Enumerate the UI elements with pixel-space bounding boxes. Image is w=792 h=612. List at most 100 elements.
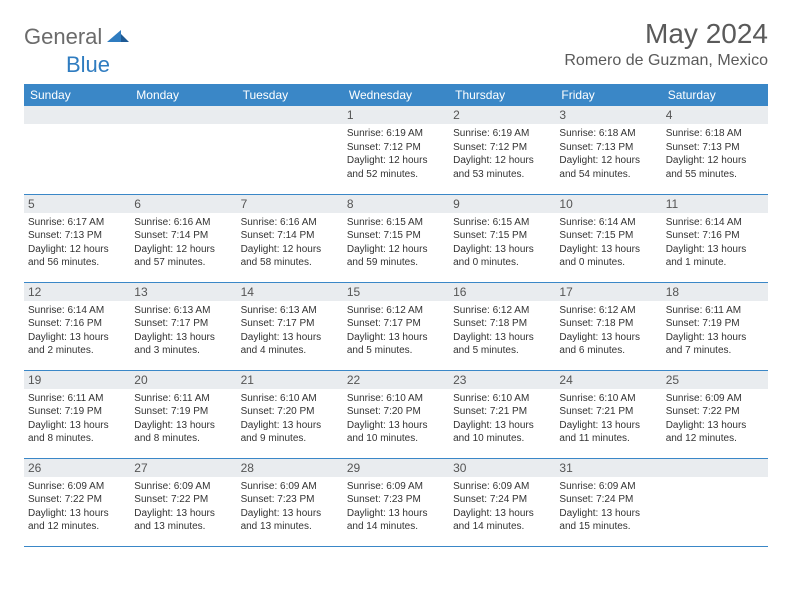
day-number: 3 bbox=[555, 106, 661, 124]
day-detail: Sunrise: 6:09 AMSunset: 7:23 PMDaylight:… bbox=[237, 477, 343, 536]
calendar-cell: 24Sunrise: 6:10 AMSunset: 7:21 PMDayligh… bbox=[555, 370, 661, 458]
day-number: 21 bbox=[237, 371, 343, 389]
calendar-cell: 22Sunrise: 6:10 AMSunset: 7:20 PMDayligh… bbox=[343, 370, 449, 458]
day-detail: Sunrise: 6:09 AMSunset: 7:22 PMDaylight:… bbox=[130, 477, 236, 536]
calendar-cell bbox=[24, 106, 130, 194]
calendar-cell: 20Sunrise: 6:11 AMSunset: 7:19 PMDayligh… bbox=[130, 370, 236, 458]
day-detail: Sunrise: 6:14 AMSunset: 7:15 PMDaylight:… bbox=[555, 213, 661, 272]
calendar-cell: 15Sunrise: 6:12 AMSunset: 7:17 PMDayligh… bbox=[343, 282, 449, 370]
day-detail: Sunrise: 6:09 AMSunset: 7:22 PMDaylight:… bbox=[662, 389, 768, 448]
day-number: 14 bbox=[237, 283, 343, 301]
calendar-week-row: 5Sunrise: 6:17 AMSunset: 7:13 PMDaylight… bbox=[24, 194, 768, 282]
calendar-cell: 8Sunrise: 6:15 AMSunset: 7:15 PMDaylight… bbox=[343, 194, 449, 282]
day-number: 29 bbox=[343, 459, 449, 477]
logo-text-1: General bbox=[24, 24, 102, 50]
weekday-header: Wednesday bbox=[343, 84, 449, 106]
calendar-cell: 25Sunrise: 6:09 AMSunset: 7:22 PMDayligh… bbox=[662, 370, 768, 458]
calendar-week-row: 1Sunrise: 6:19 AMSunset: 7:12 PMDaylight… bbox=[24, 106, 768, 194]
day-number: 27 bbox=[130, 459, 236, 477]
calendar-cell: 2Sunrise: 6:19 AMSunset: 7:12 PMDaylight… bbox=[449, 106, 555, 194]
calendar-cell: 21Sunrise: 6:10 AMSunset: 7:20 PMDayligh… bbox=[237, 370, 343, 458]
location-subtitle: Romero de Guzman, Mexico bbox=[564, 52, 768, 70]
month-title: May 2024 bbox=[564, 18, 768, 50]
day-number: 6 bbox=[130, 195, 236, 213]
day-number: 5 bbox=[24, 195, 130, 213]
day-detail: Sunrise: 6:19 AMSunset: 7:12 PMDaylight:… bbox=[449, 124, 555, 183]
calendar-cell: 13Sunrise: 6:13 AMSunset: 7:17 PMDayligh… bbox=[130, 282, 236, 370]
calendar-cell: 26Sunrise: 6:09 AMSunset: 7:22 PMDayligh… bbox=[24, 458, 130, 546]
weekday-header-row: SundayMondayTuesdayWednesdayThursdayFrid… bbox=[24, 84, 768, 106]
day-number: 13 bbox=[130, 283, 236, 301]
day-detail: Sunrise: 6:13 AMSunset: 7:17 PMDaylight:… bbox=[237, 301, 343, 360]
calendar-cell: 5Sunrise: 6:17 AMSunset: 7:13 PMDaylight… bbox=[24, 194, 130, 282]
day-detail: Sunrise: 6:09 AMSunset: 7:24 PMDaylight:… bbox=[449, 477, 555, 536]
day-number: 31 bbox=[555, 459, 661, 477]
calendar-cell: 12Sunrise: 6:14 AMSunset: 7:16 PMDayligh… bbox=[24, 282, 130, 370]
logo-text-2: Blue bbox=[66, 52, 110, 78]
day-number: 30 bbox=[449, 459, 555, 477]
calendar-cell bbox=[237, 106, 343, 194]
day-detail: Sunrise: 6:16 AMSunset: 7:14 PMDaylight:… bbox=[130, 213, 236, 272]
day-detail: Sunrise: 6:15 AMSunset: 7:15 PMDaylight:… bbox=[343, 213, 449, 272]
logo: General bbox=[24, 24, 131, 50]
weekday-header: Friday bbox=[555, 84, 661, 106]
calendar-cell: 27Sunrise: 6:09 AMSunset: 7:22 PMDayligh… bbox=[130, 458, 236, 546]
day-number: 7 bbox=[237, 195, 343, 213]
calendar-cell: 23Sunrise: 6:10 AMSunset: 7:21 PMDayligh… bbox=[449, 370, 555, 458]
day-detail: Sunrise: 6:16 AMSunset: 7:14 PMDaylight:… bbox=[237, 213, 343, 272]
calendar-cell: 10Sunrise: 6:14 AMSunset: 7:15 PMDayligh… bbox=[555, 194, 661, 282]
day-number: 10 bbox=[555, 195, 661, 213]
day-detail: Sunrise: 6:12 AMSunset: 7:18 PMDaylight:… bbox=[555, 301, 661, 360]
calendar-page: General May 2024 Romero de Guzman, Mexic… bbox=[0, 0, 792, 547]
day-number: 17 bbox=[555, 283, 661, 301]
title-block: May 2024 Romero de Guzman, Mexico bbox=[564, 18, 768, 70]
day-detail: Sunrise: 6:12 AMSunset: 7:17 PMDaylight:… bbox=[343, 301, 449, 360]
day-number: 22 bbox=[343, 371, 449, 389]
day-detail: Sunrise: 6:18 AMSunset: 7:13 PMDaylight:… bbox=[555, 124, 661, 183]
day-number: 11 bbox=[662, 195, 768, 213]
weekday-header: Thursday bbox=[449, 84, 555, 106]
day-number: 19 bbox=[24, 371, 130, 389]
day-detail: Sunrise: 6:11 AMSunset: 7:19 PMDaylight:… bbox=[130, 389, 236, 448]
calendar-week-row: 19Sunrise: 6:11 AMSunset: 7:19 PMDayligh… bbox=[24, 370, 768, 458]
weekday-header: Saturday bbox=[662, 84, 768, 106]
calendar-cell: 4Sunrise: 6:18 AMSunset: 7:13 PMDaylight… bbox=[662, 106, 768, 194]
day-number bbox=[237, 106, 343, 124]
day-number bbox=[662, 459, 768, 477]
day-number: 9 bbox=[449, 195, 555, 213]
calendar-body: 1Sunrise: 6:19 AMSunset: 7:12 PMDaylight… bbox=[24, 106, 768, 546]
calendar-cell: 7Sunrise: 6:16 AMSunset: 7:14 PMDaylight… bbox=[237, 194, 343, 282]
calendar-cell bbox=[130, 106, 236, 194]
day-detail: Sunrise: 6:11 AMSunset: 7:19 PMDaylight:… bbox=[662, 301, 768, 360]
day-number bbox=[130, 106, 236, 124]
calendar-week-row: 12Sunrise: 6:14 AMSunset: 7:16 PMDayligh… bbox=[24, 282, 768, 370]
logo-triangle-icon bbox=[107, 26, 129, 49]
day-detail: Sunrise: 6:19 AMSunset: 7:12 PMDaylight:… bbox=[343, 124, 449, 183]
calendar-cell: 6Sunrise: 6:16 AMSunset: 7:14 PMDaylight… bbox=[130, 194, 236, 282]
calendar-cell: 19Sunrise: 6:11 AMSunset: 7:19 PMDayligh… bbox=[24, 370, 130, 458]
day-number: 8 bbox=[343, 195, 449, 213]
day-detail: Sunrise: 6:10 AMSunset: 7:20 PMDaylight:… bbox=[237, 389, 343, 448]
day-detail: Sunrise: 6:14 AMSunset: 7:16 PMDaylight:… bbox=[662, 213, 768, 272]
day-number: 20 bbox=[130, 371, 236, 389]
calendar-cell bbox=[662, 458, 768, 546]
calendar-cell: 29Sunrise: 6:09 AMSunset: 7:23 PMDayligh… bbox=[343, 458, 449, 546]
day-detail: Sunrise: 6:15 AMSunset: 7:15 PMDaylight:… bbox=[449, 213, 555, 272]
calendar-cell: 28Sunrise: 6:09 AMSunset: 7:23 PMDayligh… bbox=[237, 458, 343, 546]
day-detail: Sunrise: 6:18 AMSunset: 7:13 PMDaylight:… bbox=[662, 124, 768, 183]
day-detail: Sunrise: 6:10 AMSunset: 7:20 PMDaylight:… bbox=[343, 389, 449, 448]
calendar-cell: 9Sunrise: 6:15 AMSunset: 7:15 PMDaylight… bbox=[449, 194, 555, 282]
day-number: 24 bbox=[555, 371, 661, 389]
calendar-week-row: 26Sunrise: 6:09 AMSunset: 7:22 PMDayligh… bbox=[24, 458, 768, 546]
day-number: 12 bbox=[24, 283, 130, 301]
day-number: 15 bbox=[343, 283, 449, 301]
day-detail: Sunrise: 6:13 AMSunset: 7:17 PMDaylight:… bbox=[130, 301, 236, 360]
day-number: 4 bbox=[662, 106, 768, 124]
day-detail: Sunrise: 6:11 AMSunset: 7:19 PMDaylight:… bbox=[24, 389, 130, 448]
weekday-header: Sunday bbox=[24, 84, 130, 106]
calendar-cell: 14Sunrise: 6:13 AMSunset: 7:17 PMDayligh… bbox=[237, 282, 343, 370]
calendar-cell: 17Sunrise: 6:12 AMSunset: 7:18 PMDayligh… bbox=[555, 282, 661, 370]
calendar-cell: 11Sunrise: 6:14 AMSunset: 7:16 PMDayligh… bbox=[662, 194, 768, 282]
day-detail: Sunrise: 6:09 AMSunset: 7:23 PMDaylight:… bbox=[343, 477, 449, 536]
day-detail: Sunrise: 6:12 AMSunset: 7:18 PMDaylight:… bbox=[449, 301, 555, 360]
